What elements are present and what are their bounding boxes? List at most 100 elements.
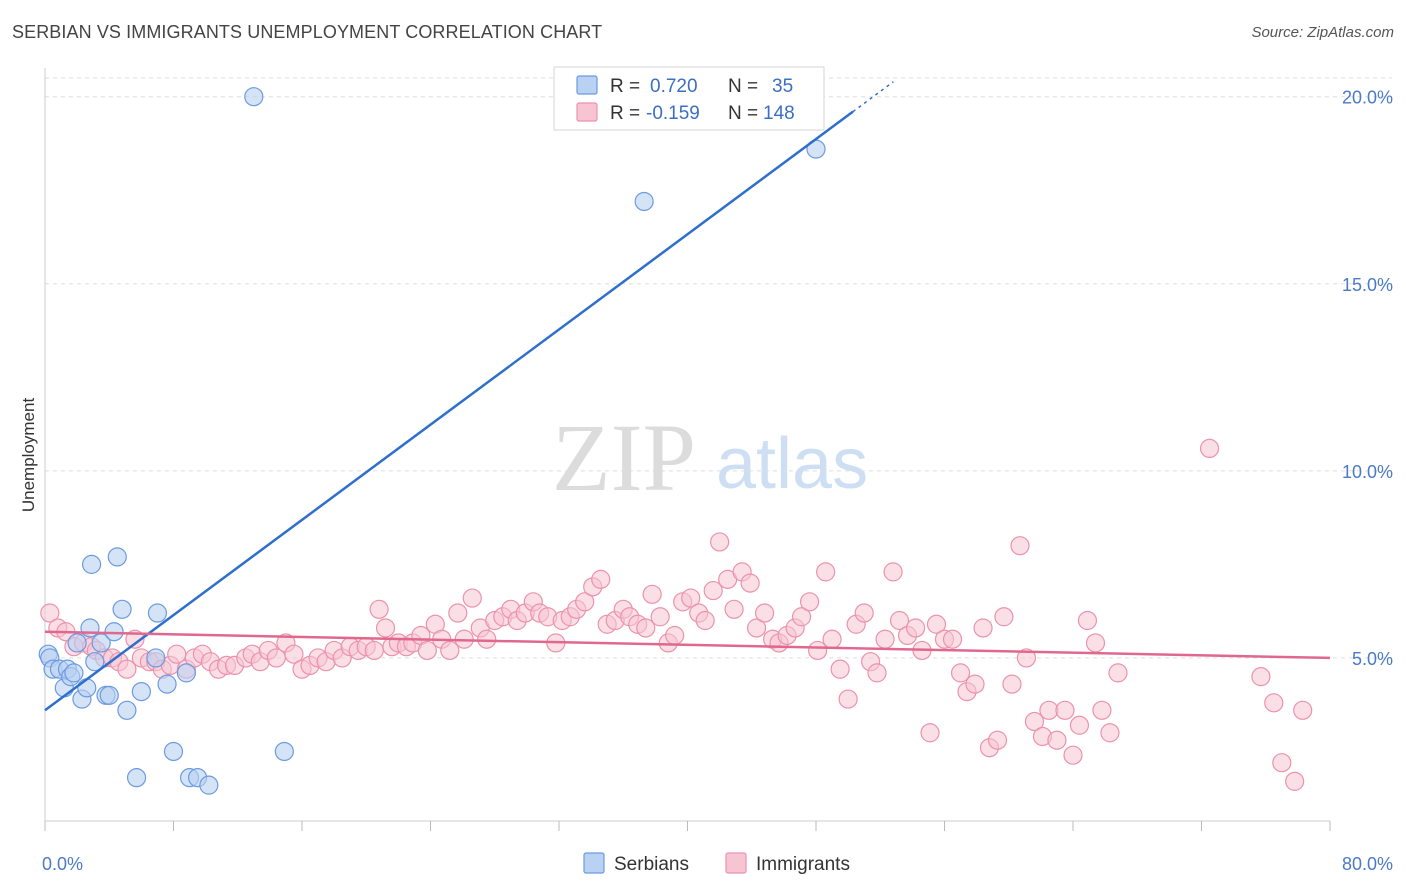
legend-serbians-r-value: 0.720 [650, 76, 698, 97]
serbians-points [38, 87, 826, 795]
series-legend: Serbians Immigrants [583, 852, 850, 875]
immigrants-point [1010, 536, 1030, 556]
immigrants-point [1092, 700, 1112, 720]
serbians-point [634, 191, 654, 212]
immigrants-point [838, 689, 858, 709]
legend-serbians-n-label: N = [728, 76, 758, 97]
watermark-atlas: atlas [716, 424, 868, 504]
grid-lines: 5.0% 10.0% 15.0% 20.0% [45, 77, 1393, 669]
immigrants-point [740, 573, 760, 593]
legend-serbians-n-value: 35 [772, 76, 793, 97]
immigrants-point [1085, 633, 1106, 653]
serbians-point [112, 599, 132, 619]
immigrants-point [994, 607, 1014, 627]
serbians-point [117, 700, 137, 720]
immigrants-point [1251, 667, 1271, 687]
immigrants-point [1285, 771, 1305, 791]
serbians-point [176, 663, 196, 683]
immigrants-point [1199, 438, 1220, 459]
immigrants-point [950, 663, 971, 683]
legend-box [553, 66, 825, 131]
immigrants-point [591, 569, 611, 589]
immigrants-point [40, 603, 60, 623]
immigrants-point [799, 592, 820, 612]
serbians-point [157, 674, 177, 694]
immigrants-point [1055, 700, 1075, 720]
serbians-point [80, 618, 100, 638]
serbians-point [274, 741, 294, 762]
legend-serbians-swatch [576, 75, 598, 95]
immigrants-point [746, 618, 767, 638]
serbians-point [77, 678, 97, 698]
serbians-point [67, 633, 87, 653]
legend-immigrants-n-label: N = [728, 103, 758, 124]
serbians-point [104, 622, 124, 642]
immigrants-point [867, 663, 887, 683]
immigrants-point [1077, 610, 1098, 631]
serbians-point [81, 554, 102, 574]
immigrants-point [1039, 700, 1059, 720]
x-tick-label-max: 80.0% [1342, 854, 1393, 874]
immigrants-point [1108, 663, 1128, 683]
watermark-zip: ZIP [552, 404, 696, 511]
immigrants-point [905, 618, 926, 638]
immigrants-point [987, 730, 1008, 750]
serbians-point [131, 681, 151, 702]
immigrants-point [1024, 711, 1045, 732]
immigrants-point [364, 640, 384, 661]
immigrants-point [695, 610, 715, 631]
immigrants-point [1293, 700, 1313, 720]
immigrants-point [1272, 753, 1292, 773]
immigrants-points [40, 438, 1313, 791]
y-tick-label: 10.0% [1342, 462, 1393, 482]
immigrants-point [883, 562, 903, 582]
watermark: ZIP atlas [552, 404, 868, 511]
correlation-legend: R = 0.720 N = 35 R = -0.159 N = 148 [553, 66, 825, 131]
immigrants-point [724, 599, 744, 619]
immigrants-point [754, 603, 775, 623]
immigrants-point [973, 618, 993, 638]
immigrants-point [1063, 745, 1083, 765]
legend-immigrants-r-label: R = [610, 103, 640, 124]
immigrants-point [681, 588, 701, 608]
trend-lines [44, 81, 1331, 712]
y-tick-label: 20.0% [1342, 88, 1393, 108]
immigrants-point [650, 607, 670, 627]
bottom-legend-immigrants-swatch [725, 852, 747, 874]
immigrants-point [830, 659, 850, 679]
immigrants-point [1002, 674, 1022, 694]
chart-title: SERBIAN VS IMMIGRANTS UNEMPLOYMENT CORRE… [12, 22, 603, 42]
immigrants-point [816, 562, 836, 582]
immigrants-point [440, 640, 460, 661]
bottom-legend-immigrants-label: Immigrants [756, 854, 850, 875]
serbians-point [85, 652, 105, 672]
immigrants-point [636, 618, 656, 638]
immigrants-point [965, 674, 985, 694]
serbians-point [146, 648, 166, 668]
serbians-trend-extension [852, 81, 894, 113]
serbians-point [147, 603, 168, 623]
serbians-point [99, 685, 119, 705]
immigrants-point [889, 610, 910, 631]
immigrants-point [642, 584, 662, 604]
immigrants-point [117, 659, 137, 679]
immigrants-point [942, 629, 963, 649]
serbians-trend-line [44, 110, 854, 712]
immigrants-point [448, 603, 468, 623]
immigrants-point [875, 629, 895, 649]
immigrants-point [1069, 715, 1090, 735]
immigrants-point [369, 599, 389, 619]
immigrants-point [710, 532, 730, 552]
axes: 0.0% 80.0% [42, 68, 1393, 874]
immigrants-point [375, 618, 396, 638]
immigrants-point [854, 603, 874, 623]
immigrants-point [665, 625, 685, 646]
bottom-legend-serbians-swatch [583, 852, 605, 874]
legend-serbians-r-label: R = [610, 76, 640, 97]
immigrants-point [808, 640, 828, 661]
immigrants-point [575, 592, 595, 612]
immigrants-point [920, 723, 940, 743]
legend-immigrants-r-value: -0.159 [646, 103, 700, 124]
source-label: Source: ZipAtlas.com [1251, 24, 1394, 41]
immigrants-point [417, 640, 437, 661]
